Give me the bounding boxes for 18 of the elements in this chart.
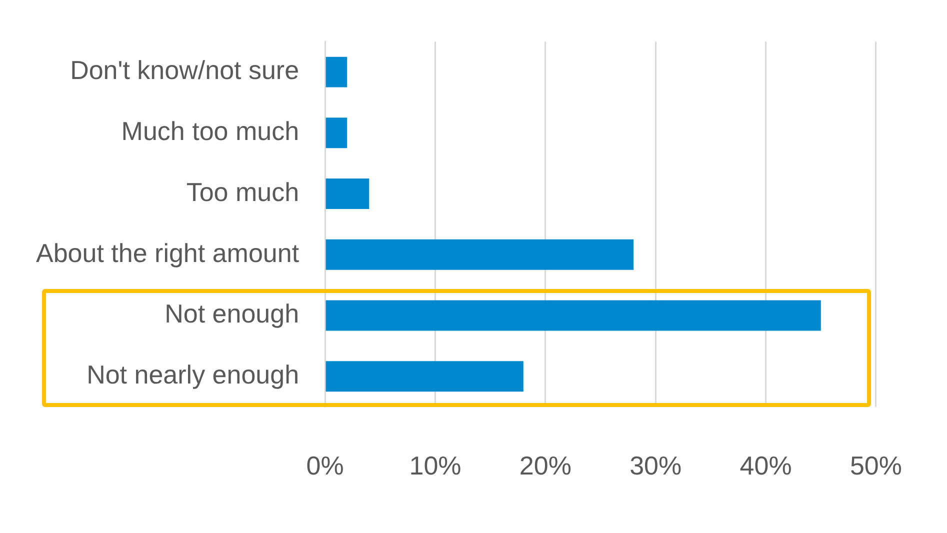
bar: [326, 239, 634, 270]
x-tick-label: 0%: [306, 450, 344, 481]
bar: [326, 118, 348, 148]
bar: [326, 300, 821, 331]
bar: [326, 361, 524, 392]
bar: [326, 178, 370, 209]
y-tick-label: Don't know/not sure: [70, 55, 300, 86]
y-tick-label: Much too much: [121, 116, 300, 146]
x-tick-label: 50%: [850, 450, 902, 481]
x-tick-label: 20%: [519, 450, 572, 481]
x-tick-label: 10%: [409, 450, 462, 481]
y-tick-label: Too much: [186, 176, 300, 207]
bar: [326, 56, 348, 88]
y-tick-label: Not nearly enough: [86, 360, 300, 390]
y-tick-label: About the right amount: [36, 238, 300, 268]
x-tick-label: 40%: [740, 450, 792, 481]
x-tick-label: 30%: [630, 450, 682, 481]
y-tick-label: Not enough: [164, 298, 300, 329]
